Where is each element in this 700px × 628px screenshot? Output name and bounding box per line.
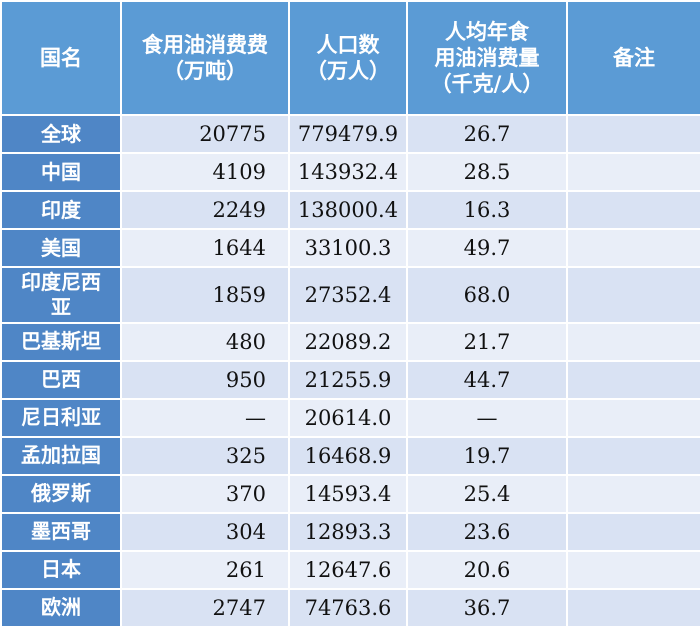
- cell-per-capita: 23.6: [406, 511, 568, 552]
- cell-note: [566, 266, 700, 324]
- cell-note: [566, 321, 700, 362]
- cell-population: 16468.9: [288, 435, 408, 476]
- cell-consumption: 950: [120, 359, 290, 400]
- cell-population: 22089.2: [288, 321, 408, 362]
- cell-consumption: 261: [120, 549, 290, 590]
- table-row: 墨西哥 304 12893.3 23.6: [0, 511, 700, 552]
- table-row: 美国 1644 33100.3 49.7: [0, 228, 700, 269]
- table-row: 中国 4109 143932.4 28.5: [0, 152, 700, 193]
- cell-country-name: 印度尼西亚: [0, 266, 122, 324]
- cell-consumption: 370: [120, 473, 290, 514]
- table-header: 国名 食用油消费费 （万吨） 人口数 （万人） 人均年食 用油消费量 （千克/人…: [0, 0, 700, 116]
- cell-per-capita: 44.7: [406, 359, 568, 400]
- cell-consumption: 4109: [120, 152, 290, 193]
- cell-note: [566, 359, 700, 400]
- cell-country-name: 全球: [0, 113, 122, 155]
- cell-per-capita: 25.4: [406, 473, 568, 514]
- cell-per-capita: 20.6: [406, 549, 568, 590]
- header-per-capita: 人均年食 用油消费量 （千克/人）: [406, 0, 568, 116]
- table-row: 巴西 950 21255.9 44.7: [0, 359, 700, 400]
- table-row: 俄罗斯 370 14593.4 25.4: [0, 473, 700, 514]
- cell-population: 27352.4: [288, 266, 408, 324]
- cell-population: 779479.9: [288, 113, 408, 155]
- cell-country-name: 巴基斯坦: [0, 321, 122, 362]
- cell-population: 12647.6: [288, 549, 408, 590]
- header-population: 人口数 （万人）: [288, 0, 408, 116]
- cell-population: 74763.6: [288, 587, 408, 628]
- cell-population: 12893.3: [288, 511, 408, 552]
- cell-population: 21255.9: [288, 359, 408, 400]
- cell-per-capita: 19.7: [406, 435, 568, 476]
- cell-consumption: 304: [120, 511, 290, 552]
- cell-per-capita: 16.3: [406, 190, 568, 231]
- cell-population: 20614.0: [288, 397, 408, 438]
- table-row: 印度尼西亚 1859 27352.4 68.0: [0, 266, 700, 324]
- cell-consumption: 1644: [120, 228, 290, 269]
- table-row: 印度 2249 138000.4 16.3: [0, 190, 700, 231]
- cell-note: [566, 113, 700, 155]
- cell-note: [566, 397, 700, 438]
- cell-consumption: 20775: [120, 113, 290, 155]
- header-row: 国名 食用油消费费 （万吨） 人口数 （万人） 人均年食 用油消费量 （千克/人…: [0, 0, 700, 116]
- cell-country-name: 美国: [0, 228, 122, 269]
- cell-per-capita: —: [406, 397, 568, 438]
- table-row: 全球 20775 779479.9 26.7: [0, 113, 700, 155]
- cell-country-name: 尼日利亚: [0, 397, 122, 438]
- table-row: 日本 261 12647.6 20.6: [0, 549, 700, 590]
- cell-per-capita: 68.0: [406, 266, 568, 324]
- cell-country-name: 孟加拉国: [0, 435, 122, 476]
- cell-consumption: 1859: [120, 266, 290, 324]
- cell-note: [566, 549, 700, 590]
- table-row: 尼日利亚 —20614.0—: [0, 397, 700, 438]
- cell-consumption: 2747: [120, 587, 290, 628]
- cell-country-name: 墨西哥: [0, 511, 122, 552]
- header-notes: 备注: [566, 0, 700, 116]
- cell-per-capita: 36.7: [406, 587, 568, 628]
- cell-country-name: 中国: [0, 152, 122, 193]
- cell-country-name: 欧洲: [0, 587, 122, 628]
- header-consumption: 食用油消费费 （万吨）: [120, 0, 290, 116]
- cell-per-capita: 26.7: [406, 113, 568, 155]
- cell-note: [566, 228, 700, 269]
- cell-note: [566, 511, 700, 552]
- cell-country-name: 俄罗斯: [0, 473, 122, 514]
- cell-note: [566, 190, 700, 231]
- cell-note: [566, 587, 700, 628]
- table-row: 孟加拉国 325 16468.9 19.7: [0, 435, 700, 476]
- cell-country-name: 日本: [0, 549, 122, 590]
- cell-population: 33100.3: [288, 228, 408, 269]
- cell-note: [566, 435, 700, 476]
- table-body: 全球 20775 779479.9 26.7 中国 4109 143932.4 28.5 印度 2…: [0, 113, 700, 628]
- cell-country-name: 巴西: [0, 359, 122, 400]
- cell-consumption: 2249: [120, 190, 290, 231]
- cell-consumption: 325: [120, 435, 290, 476]
- cell-country-name: 印度: [0, 190, 122, 231]
- cell-note: [566, 152, 700, 193]
- header-name: 国名: [0, 0, 122, 116]
- cell-population: 143932.4: [288, 152, 408, 193]
- cell-population: 138000.4: [288, 190, 408, 231]
- cell-per-capita: 49.7: [406, 228, 568, 269]
- cell-per-capita: 28.5: [406, 152, 568, 193]
- cell-population: 14593.4: [288, 473, 408, 514]
- cell-consumption: 480: [120, 321, 290, 362]
- cell-consumption: —: [120, 397, 290, 438]
- table-row: 欧洲 2747 74763.6 36.7: [0, 587, 700, 628]
- cell-note: [566, 473, 700, 514]
- cell-per-capita: 21.7: [406, 321, 568, 362]
- table-row: 巴基斯坦 480 22089.2 21.7: [0, 321, 700, 362]
